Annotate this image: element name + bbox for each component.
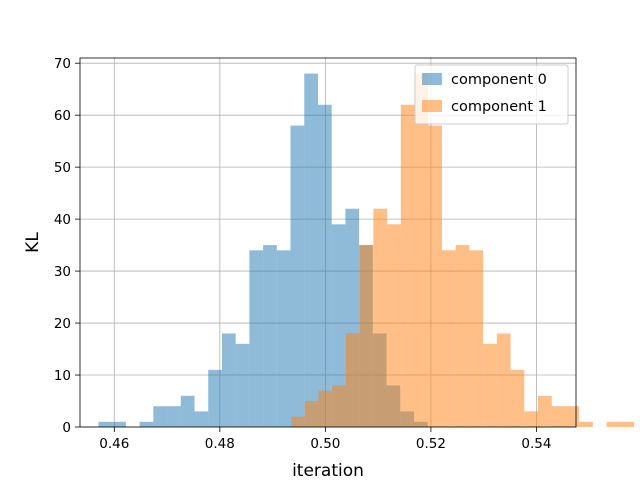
histogram-bar-component-1	[483, 343, 497, 427]
x-tick-label: 0.48	[205, 436, 235, 452]
y-tick-label: 60	[54, 108, 71, 124]
histogram-bar-component-1	[606, 421, 621, 427]
histogram-bar-component-1	[510, 369, 525, 427]
histogram-bar-component-1	[332, 385, 346, 427]
plot-frame	[79, 57, 577, 428]
legend-box	[414, 64, 569, 125]
histogram-bar-component-0	[167, 406, 181, 427]
histogram-bar-component-0	[194, 411, 209, 427]
histogram-bar-component-1	[318, 390, 333, 427]
histogram-bar-component-1	[304, 401, 319, 427]
x-tick-label: 0.46	[99, 436, 129, 452]
histogram-bar-component-1	[579, 421, 593, 427]
y-tick-label: 10	[54, 368, 71, 384]
histogram-bar-component-1	[524, 411, 539, 427]
histogram-bar-component-0	[180, 395, 195, 427]
histogram-bar-component-0	[112, 421, 126, 427]
y-tick-label: 20	[54, 316, 71, 332]
histogram-bar-component-0	[153, 406, 168, 427]
y-tick-label: 0	[62, 420, 71, 436]
y-tick-label: 70	[54, 56, 71, 72]
legend: component 0 component 1	[414, 64, 569, 125]
histogram-bar-component-1	[496, 333, 511, 427]
bars	[98, 73, 635, 427]
x-tick-label: 0.54	[521, 436, 551, 452]
ticks: 0.46 0.48 0.50 0.52 0.54 0 10 20 30 40 50 60 70	[54, 56, 552, 452]
histogram-bar-component-1	[620, 421, 635, 427]
histogram-bar-component-0	[221, 333, 236, 427]
histogram-bar-component-1	[428, 125, 442, 427]
histogram-bar-component-0	[290, 125, 305, 427]
histogram-bar-component-1	[400, 104, 415, 427]
histogram-bar-component-1	[538, 395, 552, 427]
histogram-bar-component-1	[373, 208, 388, 427]
histogram-bar-component-0	[331, 224, 346, 427]
histogram-bar-component-0	[304, 73, 318, 427]
histogram-bar-component-1	[345, 333, 360, 427]
legend-label-component-1: component 1	[451, 99, 547, 115]
x-axis-label: iteration	[292, 461, 364, 480]
y-tick-label: 30	[54, 264, 71, 280]
histogram-bar-component-0	[317, 104, 332, 427]
histogram-bar-component-1	[359, 245, 374, 427]
histogram-bar-component-1	[455, 245, 470, 427]
histogram-bar-component-1	[565, 406, 580, 427]
histogram-bar-component-1	[441, 250, 456, 427]
x-tick-label: 0.52	[416, 436, 446, 452]
histogram-bar-component-0	[249, 250, 264, 427]
histogram-bar-component-0	[208, 369, 222, 427]
y-axis-label: KL	[23, 232, 43, 253]
histogram-bar-component-1	[414, 73, 429, 427]
legend-label-component-0: component 0	[451, 72, 547, 88]
histogram-bar-component-0	[276, 250, 291, 427]
y-tick-label: 40	[54, 212, 71, 228]
histogram-bar-component-0	[235, 343, 250, 427]
histogram-bar-component-1	[387, 224, 401, 427]
legend-swatch-component-0	[422, 73, 442, 85]
histogram-bar-component-0	[263, 245, 277, 427]
histogram-bar-component-1	[291, 416, 305, 427]
histogram-bar-component-0	[139, 421, 154, 427]
histogram-bar-component-1	[469, 250, 484, 427]
histogram-bar-component-0	[98, 421, 113, 427]
y-tick-label: 50	[54, 160, 71, 176]
histogram-bar-component-1	[551, 406, 566, 427]
x-tick-label: 0.50	[310, 436, 340, 452]
legend-swatch-component-1	[422, 100, 442, 112]
